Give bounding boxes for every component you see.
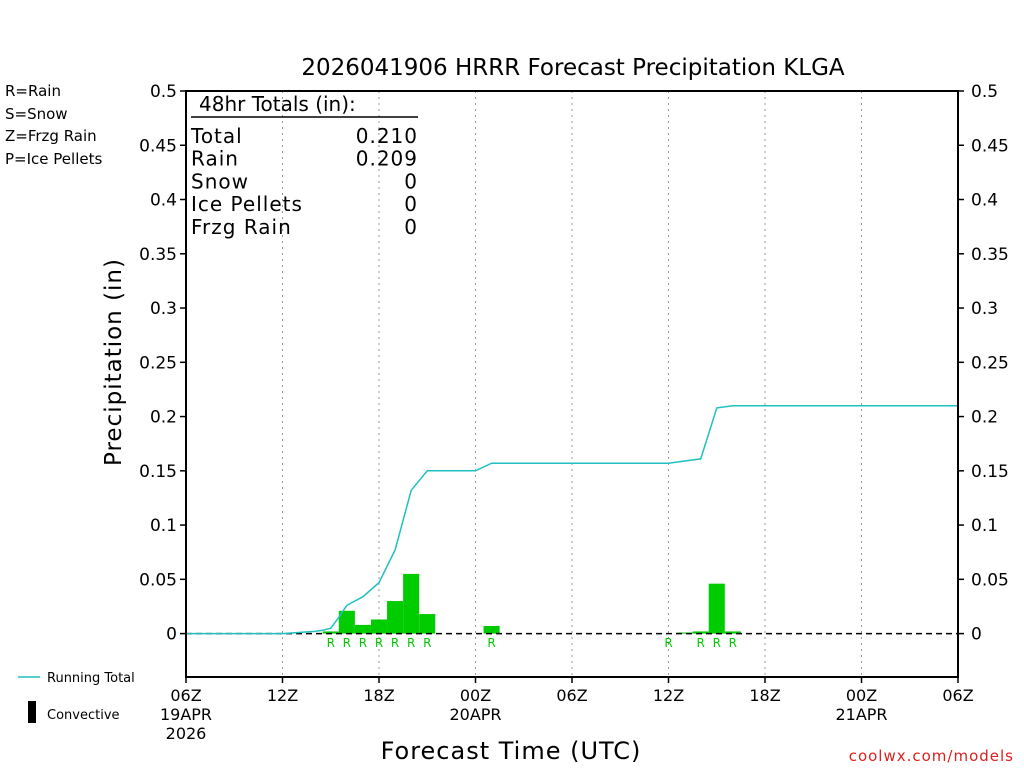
totals-box: 48hr Totals (in): Total 0.210 Rain 0.209 Sno…: [190, 92, 418, 239]
chart-title: 2026041906 HRRR Forecast Precipitation K…: [301, 55, 845, 81]
running-total-legend-text: Running Total: [47, 671, 135, 686]
convective-legend-swatch: [28, 701, 36, 723]
precip-bar: [370, 619, 388, 634]
precip-type-marker: R: [664, 636, 672, 650]
y-tick-label-left: 0.35: [139, 245, 177, 265]
x-tick-date: 20APR: [449, 705, 501, 724]
x-tick-label: 18Z: [749, 686, 780, 705]
x-tick-date: 19APR: [160, 705, 212, 724]
y-tick-label-left: 0.05: [139, 570, 177, 590]
precip-type-marker: R: [487, 636, 495, 650]
y-tick-label-left: 0: [166, 625, 177, 645]
totals-value: 0.209: [356, 147, 418, 171]
totals-label: Frzg Rain: [191, 215, 292, 239]
y-tick-label-left: 0.45: [139, 136, 177, 156]
y-tick-label-right: 0.35: [971, 245, 1009, 265]
precip-bar: [387, 601, 404, 634]
legend-snow: S=Snow: [5, 105, 68, 123]
x-tick-date: 21APR: [835, 705, 887, 724]
y-tick-label-right: 0.2: [971, 408, 998, 428]
legend-frzg-rain: Z=Frzg Rain: [5, 127, 97, 145]
x-tick-label: 00Z: [846, 686, 877, 705]
y-tick-label-left: 0.2: [150, 408, 177, 428]
totals-label: Snow: [191, 169, 249, 193]
y-tick-label-left: 0.3: [150, 299, 177, 319]
precip-type-marker: R: [359, 636, 367, 650]
precip-type-marker: R: [423, 636, 431, 650]
precip-type-marker: R: [343, 636, 351, 650]
precip-type-marker: R: [391, 636, 399, 650]
running-total-line: [186, 404, 958, 635]
gridlines: [282, 91, 862, 677]
convective-legend-text: Convective: [47, 708, 120, 723]
precip-bar: [322, 631, 339, 634]
x-tick-label: 00Z: [460, 686, 491, 705]
type-legend: R=Rain S=Snow Z=Frzg Rain P=Ice Pellets: [5, 82, 102, 168]
y-axis-right: 0 0.05 0.1 0.15 0.2 0.25 0.3 0.35 0.4 0.45 0.5: [958, 82, 1009, 645]
totals-value: 0: [404, 192, 418, 216]
y-tick-label-left: 0.15: [139, 462, 177, 482]
y-tick-label-right: 0.4: [971, 191, 998, 211]
precip-bar: [354, 624, 371, 634]
y-tick-label-right: 0.45: [971, 136, 1009, 156]
precip-bar: [724, 631, 741, 634]
y-tick-label-left: 0.1: [150, 516, 177, 536]
precip-type-marker: R: [696, 636, 704, 650]
x-tick-label: 06Z: [556, 686, 587, 705]
y-tick-label-left: 0.25: [139, 353, 177, 373]
precip-bar: [419, 614, 436, 634]
precip-bar: [708, 583, 725, 634]
totals-label: Rain: [191, 147, 239, 171]
x-tick-label: 12Z: [653, 686, 684, 705]
line-legend: Running Total Convective: [18, 671, 135, 723]
precip-bar: [483, 625, 500, 634]
precip-bar: [338, 610, 355, 634]
legend-ice-pellets: P=Ice Pellets: [5, 150, 102, 168]
totals-heading: 48hr Totals (in):: [199, 92, 356, 116]
totals-value: 0: [404, 169, 418, 193]
y-tick-label-left: 0.5: [150, 82, 177, 102]
precip-type-marker: R: [327, 636, 335, 650]
credit-text: coolwx.com/models: [849, 747, 1014, 765]
x-tick-label: 12Z: [267, 686, 298, 705]
legend-rain: R=Rain: [5, 82, 61, 100]
x-tick-label: 06Z: [170, 686, 201, 705]
totals-value: 0: [404, 215, 418, 239]
y-tick-label-right: 0.3: [971, 299, 998, 319]
y-tick-label-right: 0.25: [971, 353, 1009, 373]
precip-type-marker: R: [375, 636, 383, 650]
totals-value: 0.210: [356, 124, 418, 148]
totals-label: Total: [190, 124, 243, 148]
y-tick-label-right: 0.1: [971, 516, 998, 536]
y-tick-label-right: 0.15: [971, 462, 1009, 482]
precip-bar: [403, 573, 420, 634]
precip-bars: [322, 573, 741, 634]
y-tick-label-right: 0.05: [971, 570, 1009, 590]
x-tick-year: 2026: [166, 724, 207, 743]
y-axis-label: Precipitation (in): [101, 258, 127, 466]
y-tick-label-right: 0: [971, 625, 982, 645]
precip-type-marker: R: [729, 636, 737, 650]
y-tick-label-left: 0.4: [150, 191, 177, 211]
x-tick-label: 18Z: [363, 686, 394, 705]
precip-bar: [676, 632, 693, 634]
totals-label: Ice Pellets: [191, 192, 303, 216]
precip-type-marker: R: [407, 636, 415, 650]
precip-type-marker: R: [713, 636, 721, 650]
y-tick-label-right: 0.5: [971, 82, 998, 102]
totals-rows: Total 0.210 Rain 0.209 Snow 0 Ice Pellets 0 Frzg…: [190, 124, 418, 239]
y-axis-left: 0 0.05 0.1 0.15 0.2 0.25 0.3 0.35 0.4 0.45 0.5: [139, 82, 186, 645]
precip-bar: [692, 631, 709, 634]
x-axis-label: Forecast Time (UTC): [381, 737, 642, 765]
x-tick-label: 06Z: [942, 686, 973, 705]
